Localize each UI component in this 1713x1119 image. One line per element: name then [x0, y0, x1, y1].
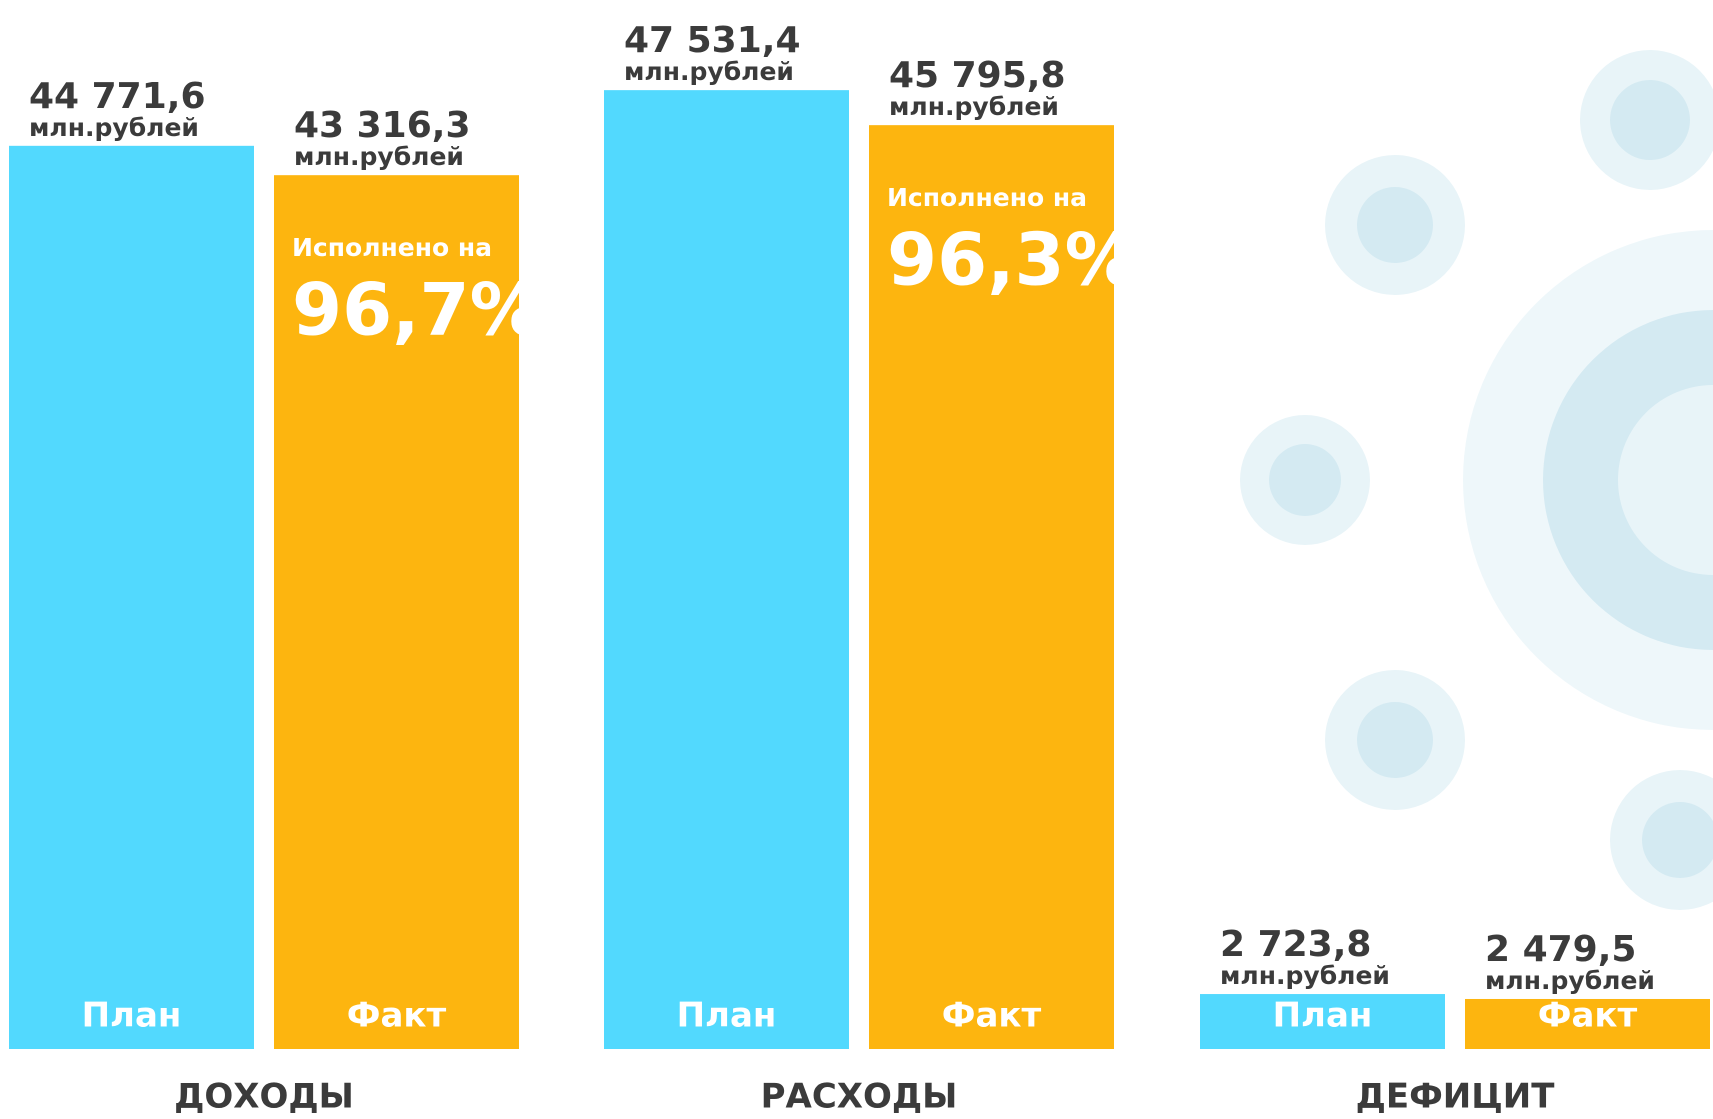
unit-label: млн.рублей [294, 142, 464, 171]
value-label: 44 771,6 [29, 76, 206, 117]
category-label: ДЕФИЦИТ [1356, 1077, 1556, 1117]
series-label: Факт [347, 996, 447, 1036]
background-ornament [1240, 50, 1713, 910]
unit-label: млн.рублей [29, 113, 199, 142]
annotation-text: Исполнено на [887, 183, 1087, 212]
bar [274, 175, 519, 1049]
annotation-percent: 96,3% [887, 218, 1137, 302]
series-label: План [82, 996, 182, 1036]
unit-label: млн.рублей [1220, 961, 1390, 990]
bar [1200, 994, 1445, 1049]
series-label: Факт [942, 996, 1042, 1036]
bar [604, 90, 849, 1050]
bar [1465, 998, 1710, 1049]
series-label: План [677, 996, 777, 1036]
value-label: 47 531,4 [624, 20, 801, 61]
bar [869, 125, 1114, 1049]
value-label: 2 479,5 [1485, 929, 1636, 970]
unit-label: млн.рублей [1485, 966, 1655, 995]
bar [9, 145, 254, 1049]
value-label: 2 723,8 [1220, 924, 1371, 965]
unit-label: млн.рублей [624, 57, 794, 86]
unit-label: млн.рублей [889, 92, 1059, 121]
category-label: ДОХОДЫ [174, 1077, 354, 1117]
value-label: 43 316,3 [294, 105, 471, 146]
annotation-percent: 96,7% [292, 268, 542, 352]
value-label: 45 795,8 [889, 55, 1066, 96]
series-label: План [1273, 996, 1373, 1036]
series-label: Факт [1538, 996, 1638, 1036]
category-label: РАСХОДЫ [761, 1077, 958, 1117]
annotation-text: Исполнено на [292, 233, 492, 262]
